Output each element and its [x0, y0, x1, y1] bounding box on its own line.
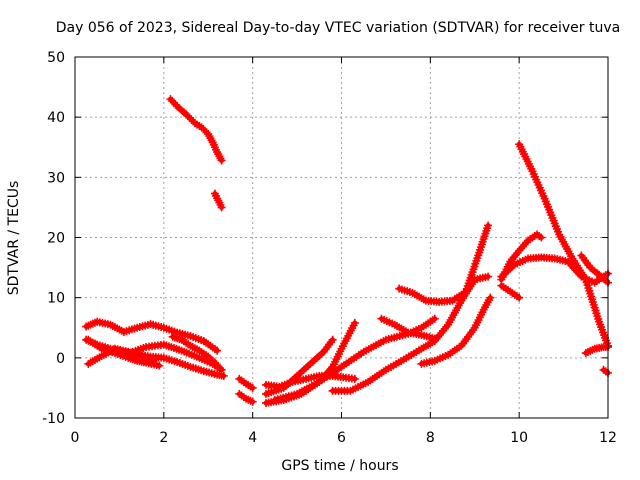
- x-tick-label: 8: [426, 430, 435, 446]
- y-tick-label: -10: [42, 411, 65, 427]
- y-tick-label: 30: [47, 170, 65, 186]
- data-point-markers: [599, 365, 612, 377]
- series-arc-4: [84, 335, 164, 370]
- data-point-markers: [581, 343, 612, 358]
- data-point-markers: [261, 335, 337, 398]
- series-arc-9: [235, 374, 257, 392]
- series-arc-7: [166, 95, 226, 165]
- chart-title: Day 056 of 2023, Sidereal Day-to-day VTE…: [56, 20, 620, 36]
- x-tick-label: 2: [159, 430, 168, 446]
- x-tick-label: 0: [71, 430, 80, 446]
- x-tick-label: 12: [599, 430, 617, 446]
- series-arc-17: [395, 221, 493, 306]
- grid: [75, 57, 608, 418]
- series-arc-8: [210, 189, 226, 212]
- series-arc-25: [599, 365, 612, 377]
- x-tick-label: 4: [248, 430, 257, 446]
- data-point-markers: [577, 251, 612, 287]
- series-arc-20: [497, 281, 524, 302]
- series-arc-22: [515, 140, 612, 350]
- data-point-markers: [166, 95, 226, 165]
- data-point-markers: [82, 317, 222, 355]
- data-point-markers: [235, 374, 257, 392]
- y-axis-label: SDTVAR / TECUs: [6, 181, 22, 296]
- y-tick-label: 50: [47, 50, 65, 66]
- data-series: [82, 95, 612, 407]
- data-point-markers: [210, 189, 226, 212]
- axis-ticks: 0 2 4 6 8 10 12 -10 0 10 20 30 40 50: [42, 50, 617, 446]
- data-point-markers: [270, 314, 439, 404]
- series-arc-10: [235, 389, 257, 406]
- data-point-markers: [417, 293, 495, 368]
- series-arc-13: [261, 335, 337, 398]
- series-arc-6: [168, 332, 226, 374]
- y-tick-label: 40: [47, 110, 65, 126]
- data-point-markers: [377, 314, 439, 343]
- data-point-markers: [515, 140, 612, 350]
- series-arc-23: [577, 251, 612, 287]
- series-arc-1: [82, 317, 222, 355]
- data-point-markers: [395, 221, 493, 306]
- y-tick-label: 10: [47, 291, 65, 307]
- data-point-markers: [235, 389, 257, 406]
- data-point-markers: [84, 335, 164, 370]
- y-tick-label: 0: [56, 351, 65, 367]
- x-tick-label: 6: [337, 430, 346, 446]
- series-arc-18: [417, 293, 495, 368]
- series-arc-24: [581, 343, 612, 358]
- y-tick-label: 20: [47, 231, 65, 247]
- series-arc-14: [270, 314, 439, 404]
- series-arc-16: [377, 314, 439, 343]
- x-axis-label: GPS time / hours: [281, 458, 398, 474]
- data-point-markers: [497, 281, 524, 302]
- data-point-markers: [168, 332, 226, 374]
- x-tick-label: 10: [510, 430, 528, 446]
